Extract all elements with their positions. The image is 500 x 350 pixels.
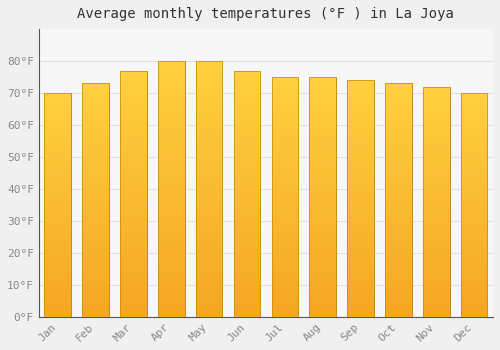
Bar xyxy=(423,86,450,317)
Bar xyxy=(120,71,146,317)
Bar xyxy=(272,77,298,317)
Bar xyxy=(120,71,146,317)
Bar xyxy=(234,71,260,317)
Bar xyxy=(310,77,336,317)
Bar xyxy=(348,80,374,317)
Bar xyxy=(158,61,184,317)
Bar xyxy=(44,93,71,317)
Bar xyxy=(196,61,222,317)
Bar xyxy=(461,93,487,317)
Bar xyxy=(348,80,374,317)
Bar xyxy=(234,71,260,317)
Title: Average monthly temperatures (°F ) in La Joya: Average monthly temperatures (°F ) in La… xyxy=(78,7,454,21)
Bar xyxy=(44,93,71,317)
Bar xyxy=(423,86,450,317)
Bar xyxy=(196,61,222,317)
Bar xyxy=(385,83,411,317)
Bar xyxy=(385,83,411,317)
Bar xyxy=(158,61,184,317)
Bar xyxy=(310,77,336,317)
Bar xyxy=(82,83,109,317)
Bar xyxy=(272,77,298,317)
Bar xyxy=(82,83,109,317)
Bar xyxy=(461,93,487,317)
